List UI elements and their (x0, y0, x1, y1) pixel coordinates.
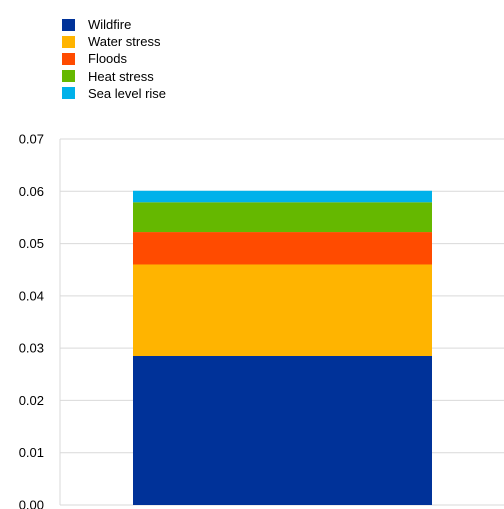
bar-segment-floods (133, 232, 432, 265)
legend-swatch (62, 18, 75, 31)
chart-legend: Wildfire Water stress Floods Heat stress Sea… (62, 16, 166, 102)
y-tick-label: 0.01 (19, 445, 44, 460)
y-tick-label: 0.03 (19, 341, 44, 356)
y-axis: 0.00 0.01 0.02 0.03 0.04 0.05 0.06 0.07 (19, 132, 44, 509)
y-tick-label: 0.02 (19, 393, 44, 408)
legend-label: Wildfire (88, 17, 132, 33)
y-tick-label: 0.07 (19, 132, 44, 147)
legend-swatch (62, 35, 75, 48)
bar-segment-heat-stress (133, 202, 432, 233)
y-tick-label: 0.05 (19, 236, 44, 251)
y-tick-label: 0.00 (19, 498, 44, 509)
y-tick-label: 0.04 (19, 288, 44, 303)
y-tick-label: 0.06 (19, 184, 44, 199)
legend-item: Sea level rise (62, 85, 166, 102)
legend-item: Water stress (62, 33, 166, 50)
legend-label: Floods (88, 51, 128, 67)
legend-label: Water stress (88, 34, 161, 50)
legend-item: Wildfire (62, 16, 166, 33)
legend-swatch (62, 70, 75, 83)
legend-item: Floods (62, 50, 166, 67)
bar-segments (133, 190, 432, 505)
legend-swatch (62, 87, 75, 100)
bar-segment-sea-level-rise (133, 190, 432, 203)
bar-segment-wildfire (133, 355, 432, 505)
legend-label: Sea level rise (88, 85, 167, 101)
legend-swatch (62, 52, 75, 65)
legend-label: Heat stress (88, 68, 154, 84)
legend-item: Heat stress (62, 68, 166, 85)
bar-segment-water-stress (133, 264, 432, 356)
